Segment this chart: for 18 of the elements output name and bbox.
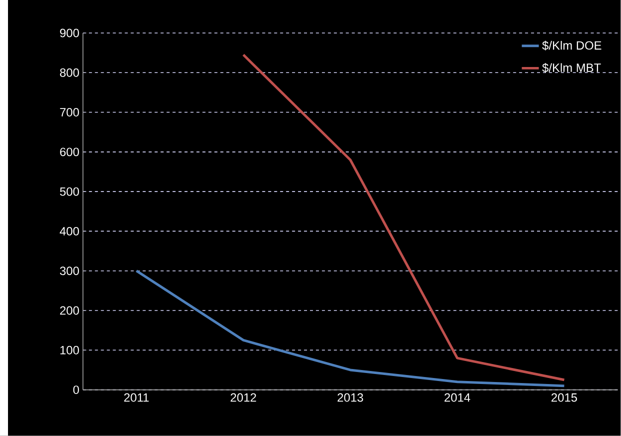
x-tick-label: 2013 bbox=[338, 393, 364, 402]
y-tick-label: 400 bbox=[60, 227, 79, 236]
y-tick-label: 300 bbox=[60, 266, 79, 276]
x-tick-label: 2011 bbox=[124, 393, 149, 402]
y-tick-label: 600 bbox=[60, 148, 79, 156]
legend-label: $/Klm DOE bbox=[542, 40, 602, 51]
x-tick-label: 2014 bbox=[444, 393, 470, 402]
legend-label: $/Klm MBT bbox=[542, 63, 601, 73]
y-tick-label: 700 bbox=[60, 108, 79, 117]
y-tick-label: 200 bbox=[60, 306, 79, 315]
y-tick-label: 0 bbox=[73, 386, 79, 394]
y-tick-label: 500 bbox=[60, 187, 79, 196]
x-tick-label: 2015 bbox=[552, 393, 577, 402]
y-tick-label: 100 bbox=[60, 346, 79, 354]
line-series bbox=[135, 270, 566, 388]
x-tick-label: 2012 bbox=[230, 393, 256, 402]
y-tick-label: 800 bbox=[60, 68, 79, 77]
y-tick-label: 900 bbox=[60, 28, 79, 38]
